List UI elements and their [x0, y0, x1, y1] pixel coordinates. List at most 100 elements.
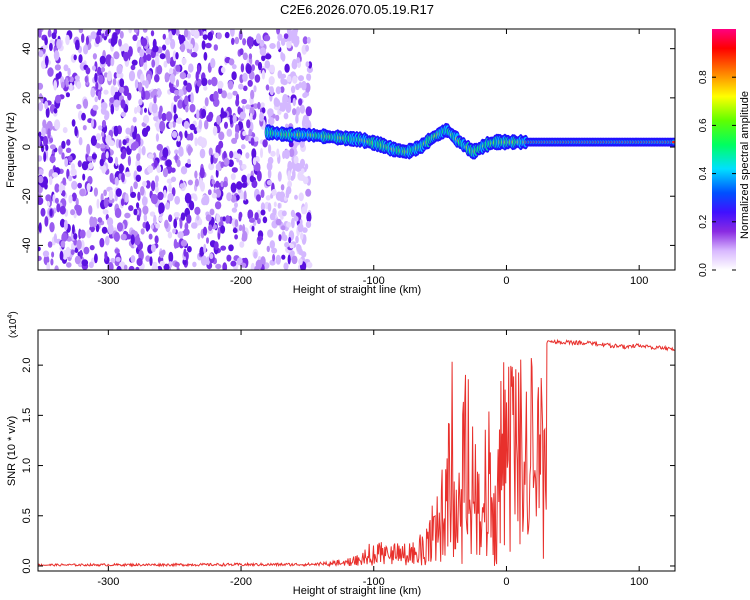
colorbar-ticks: 0.0 0.2 0.4 0.6 0.8	[698, 70, 736, 277]
noise-blob	[179, 72, 187, 80]
noise-blob	[251, 64, 256, 72]
noise-blob	[280, 103, 286, 112]
spectrogram-xlabel: Height of straight line (km)	[293, 284, 421, 296]
noise-blob	[138, 81, 143, 93]
noise-blob	[306, 36, 311, 44]
noise-blob	[169, 261, 173, 268]
noise-blob	[181, 57, 187, 65]
noise-blob	[187, 246, 192, 253]
noise-blob	[164, 219, 169, 229]
noise-blob	[256, 170, 262, 182]
noise-blob	[286, 75, 292, 83]
noise-blob	[232, 227, 238, 234]
noise-blob	[136, 257, 143, 267]
noise-blob	[280, 225, 286, 231]
noise-blob	[175, 29, 180, 36]
colorbar-label: Normalized spectral amplitude	[739, 91, 750, 239]
noise-blob	[218, 140, 224, 149]
noise-blob	[215, 180, 220, 188]
noise-blob	[140, 186, 145, 196]
noise-blob	[186, 214, 192, 224]
noise-blob	[232, 151, 239, 159]
x-tick-label: 0	[503, 576, 509, 588]
noise-blob	[239, 48, 244, 56]
noise-blob	[217, 87, 223, 95]
noise-blob	[304, 177, 308, 184]
noise-blob	[44, 100, 49, 110]
noise-blob	[230, 195, 237, 203]
noise-blob	[107, 60, 111, 67]
noise-blob	[253, 103, 258, 109]
noise-blob	[136, 165, 142, 172]
noise-blob	[216, 32, 222, 40]
noise-blob	[295, 235, 299, 244]
noise-blob	[143, 114, 150, 124]
noise-blob	[203, 194, 210, 206]
noise-blob	[286, 40, 292, 49]
noise-blob	[155, 185, 159, 194]
noise-blob	[246, 119, 251, 129]
noise-blob	[214, 201, 222, 210]
noise-blob	[205, 214, 212, 222]
noise-blob	[89, 216, 95, 228]
noise-blob	[97, 125, 103, 131]
noise-blob	[189, 132, 194, 141]
noise-blob	[97, 66, 102, 76]
noise-blob	[96, 143, 101, 149]
noise-blob	[51, 32, 57, 40]
noise-blob	[53, 80, 58, 91]
noise-blob	[294, 194, 298, 200]
noise-blob	[112, 78, 117, 86]
noise-blob	[215, 169, 219, 178]
noise-blob	[114, 176, 119, 186]
noise-blob	[126, 234, 132, 240]
noise-blob	[100, 106, 107, 115]
noise-blob	[60, 81, 65, 89]
snr-ylabel: SNR (10 * v/v)	[6, 416, 18, 486]
noise-blob	[269, 212, 276, 221]
snr-scale-label: (x104)	[7, 311, 19, 338]
noise-blob	[59, 205, 66, 215]
noise-blob	[168, 67, 174, 75]
noise-blob	[249, 112, 253, 122]
noise-blob	[265, 84, 270, 91]
noise-blob	[123, 85, 129, 97]
noise-blob	[81, 112, 86, 121]
noise-blob	[259, 112, 264, 122]
colorbar-tick-label: 0.0	[698, 263, 709, 277]
noise-blob	[142, 29, 148, 33]
noise-blob	[262, 216, 268, 224]
noise-blob	[281, 210, 287, 217]
noise-blob	[305, 106, 312, 117]
noise-blob	[130, 255, 136, 263]
noise-blob	[197, 65, 201, 75]
noise-blob	[187, 179, 193, 186]
noise-blob	[306, 73, 310, 81]
noise-blob	[168, 30, 173, 41]
noise-blob	[247, 79, 253, 87]
noise-blob	[61, 232, 68, 242]
noise-blob	[235, 194, 240, 201]
noise-blob	[253, 85, 257, 93]
noise-blob	[235, 123, 240, 135]
noise-blob	[211, 192, 217, 199]
noise-blob	[305, 221, 312, 228]
noise-blob	[186, 82, 192, 93]
noise-blob	[116, 64, 123, 75]
noise-blob	[275, 86, 282, 95]
noise-blob	[118, 139, 122, 149]
noise-blob	[93, 187, 98, 197]
noise-blob	[207, 31, 213, 41]
noise-blob	[162, 33, 166, 40]
noise-blob	[98, 74, 104, 85]
noise-blob	[282, 93, 289, 104]
noise-blob	[276, 40, 281, 50]
noise-blob	[196, 109, 200, 120]
noise-blob	[88, 162, 94, 170]
noise-blob	[295, 162, 302, 172]
noise-blob	[287, 254, 291, 265]
noise-blob	[209, 253, 214, 260]
noise-blob	[275, 254, 281, 265]
noise-blob	[198, 218, 203, 226]
noise-blob	[272, 254, 276, 262]
